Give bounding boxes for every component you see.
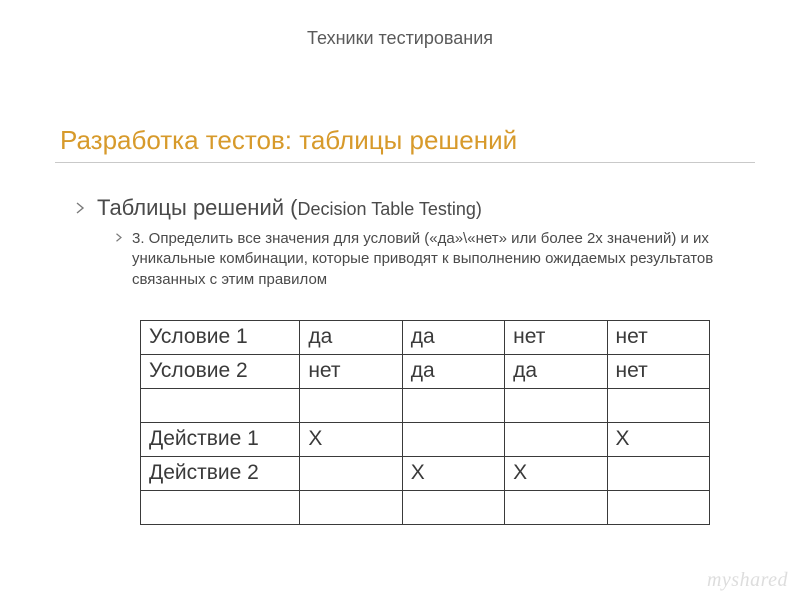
table-cell: да bbox=[505, 355, 607, 389]
table-cell: Х bbox=[300, 423, 402, 457]
chevron-icon bbox=[75, 202, 87, 214]
chevron-icon bbox=[115, 233, 124, 242]
bullet1-text: Таблицы решений (Decision Table Testing) bbox=[97, 195, 482, 221]
table-cell bbox=[505, 491, 607, 525]
table-cell: Действие 2 bbox=[141, 457, 300, 491]
table-row: Условие 2нетдаданет bbox=[141, 355, 710, 389]
table-row: Условие 1даданетнет bbox=[141, 321, 710, 355]
decision-table: Условие 1даданетнетУсловие 2нетдаданет Д… bbox=[140, 320, 710, 525]
slide: Техники тестирования Разработка тестов: … bbox=[0, 0, 800, 600]
table-cell: Х bbox=[402, 457, 504, 491]
table-cell bbox=[607, 457, 709, 491]
table-cell: нет bbox=[300, 355, 402, 389]
table-cell bbox=[505, 423, 607, 457]
table-cell bbox=[402, 491, 504, 525]
watermark: myshared bbox=[707, 569, 788, 592]
table-cell: Условие 1 bbox=[141, 321, 300, 355]
title-underline bbox=[55, 162, 755, 163]
table-cell: Условие 2 bbox=[141, 355, 300, 389]
table-row: Действие 1Х Х bbox=[141, 423, 710, 457]
bullet-level2: 3. Определить все значения для условий (… bbox=[115, 229, 735, 290]
table-cell bbox=[607, 389, 709, 423]
table-cell: да bbox=[300, 321, 402, 355]
decision-table-container: Условие 1даданетнетУсловие 2нетдаданет Д… bbox=[140, 320, 710, 525]
table-cell: Х bbox=[505, 457, 607, 491]
table-cell bbox=[300, 491, 402, 525]
content-area: Таблицы решений (Decision Table Testing)… bbox=[75, 195, 735, 290]
table-cell bbox=[300, 389, 402, 423]
bullet-level1: Таблицы решений (Decision Table Testing) bbox=[75, 195, 735, 221]
bullet1-sub: Decision Table Testing) bbox=[297, 199, 481, 219]
table-row bbox=[141, 491, 710, 525]
table-cell bbox=[300, 457, 402, 491]
table-cell bbox=[402, 389, 504, 423]
table-cell bbox=[141, 491, 300, 525]
table-cell: Х bbox=[607, 423, 709, 457]
table-cell bbox=[505, 389, 607, 423]
table-row bbox=[141, 389, 710, 423]
topic-label: Техники тестирования bbox=[0, 28, 800, 49]
table-cell: да bbox=[402, 355, 504, 389]
table-cell: нет bbox=[505, 321, 607, 355]
table-cell: Действие 1 bbox=[141, 423, 300, 457]
table-row: Действие 2 ХХ bbox=[141, 457, 710, 491]
table-cell bbox=[607, 491, 709, 525]
table-cell: нет bbox=[607, 355, 709, 389]
bullet1-main: Таблицы решений ( bbox=[97, 195, 297, 220]
slide-title: Разработка тестов: таблицы решений bbox=[60, 125, 517, 156]
table-cell bbox=[141, 389, 300, 423]
table-cell bbox=[402, 423, 504, 457]
bullet2-text: 3. Определить все значения для условий (… bbox=[132, 229, 735, 290]
table-cell: нет bbox=[607, 321, 709, 355]
table-cell: да bbox=[402, 321, 504, 355]
